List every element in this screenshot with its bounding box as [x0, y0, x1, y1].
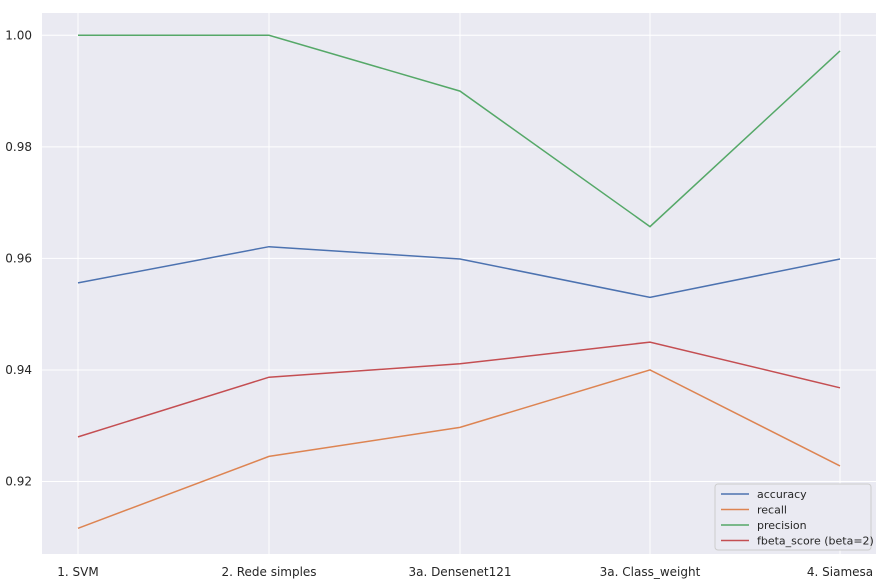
- x-tick-label: 3a. Class_weight: [600, 565, 701, 579]
- series-line-precision: [78, 34, 841, 228]
- y-tick-label: 1.00: [5, 28, 32, 42]
- plot-area: [42, 13, 876, 554]
- x-tick-label: 1. SVM: [57, 565, 98, 579]
- x-gridlines: [77, 13, 841, 554]
- series-line-accuracy: [77, 245, 841, 299]
- legend: accuracy recall precision fbeta_score (beta…: [714, 483, 874, 551]
- x-tick-label: 4. Siamesa: [807, 565, 873, 579]
- legend-box: [714, 483, 872, 551]
- legend-label: fbeta_score (beta=2): [757, 535, 874, 548]
- y-tick-label: 0.96: [5, 251, 32, 265]
- legend-label: accuracy: [757, 488, 807, 501]
- x-axis-tick-labels: 1. SVM 2. Rede simples 3a. Densenet121 3a. …: [57, 565, 873, 579]
- series-lines: [77, 34, 841, 530]
- series-line-recall: [77, 369, 841, 530]
- legend-label: precision: [757, 519, 807, 532]
- legend-label: recall: [757, 504, 787, 517]
- y-axis-tick-labels: 0.92 0.94 0.96 0.98 1.00: [5, 28, 32, 488]
- y-tick-label: 0.94: [5, 363, 32, 377]
- x-tick-label: 3a. Densenet121: [408, 565, 511, 579]
- x-tick-label: 2. Rede simples: [221, 565, 316, 579]
- series-line-fbeta-score-beta-2: [77, 341, 841, 438]
- y-tick-label: 0.92: [5, 474, 32, 488]
- y-tick-label: 0.98: [5, 140, 32, 154]
